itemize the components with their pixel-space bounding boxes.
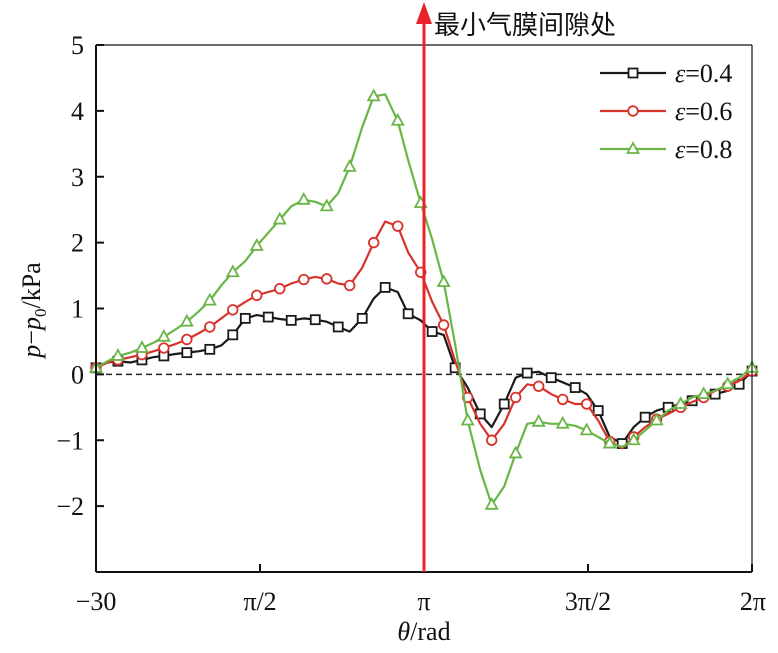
legend-item-2: ε=0.6 bbox=[600, 97, 732, 126]
legend-marker-2 bbox=[627, 105, 639, 117]
legend-label-1: ε=0.4 bbox=[675, 59, 732, 88]
data-point-3-8 bbox=[249, 238, 264, 251]
data-point-1-13 bbox=[356, 312, 368, 324]
legend-marker-3 bbox=[625, 141, 641, 154]
data-point-2-12 bbox=[344, 279, 356, 292]
y-tick-label-3: 3 bbox=[71, 163, 84, 192]
data-point-1-23 bbox=[592, 405, 604, 417]
data-point-1-9 bbox=[262, 311, 274, 323]
legend-label-2: ε=0.6 bbox=[675, 97, 732, 126]
data-point-1-16 bbox=[426, 326, 438, 337]
data-point-3-28 bbox=[720, 376, 735, 390]
data-point-3-25 bbox=[649, 412, 664, 426]
series-1 bbox=[90, 282, 758, 449]
data-point-1-21 bbox=[545, 372, 557, 384]
data-point-1-7 bbox=[227, 329, 239, 341]
data-point-1-22 bbox=[569, 382, 581, 393]
data-point-2-5 bbox=[181, 333, 193, 346]
data-point-3-20 bbox=[531, 413, 546, 427]
data-point-3-6 bbox=[202, 292, 217, 306]
y-tick-label-2: 4 bbox=[71, 97, 84, 126]
data-point-3-21 bbox=[555, 415, 570, 429]
min-gap-label: 最小气膜间隙处 bbox=[434, 11, 616, 41]
data-point-1-5 bbox=[181, 347, 193, 359]
data-point-3-16 bbox=[436, 274, 451, 288]
data-point-2-9 bbox=[274, 283, 286, 295]
data-point-3-17 bbox=[460, 412, 475, 426]
data-point-1-8 bbox=[239, 312, 251, 324]
min-gap-arrowhead bbox=[416, 2, 432, 24]
data-point-2-13 bbox=[368, 236, 380, 249]
data-point-3-11 bbox=[319, 198, 334, 212]
data-point-3-12 bbox=[342, 159, 357, 172]
data-point-3-23 bbox=[602, 435, 617, 449]
data-point-3-19 bbox=[508, 445, 523, 459]
y-tick-label-7: −1 bbox=[56, 426, 84, 455]
y-tick-label-6: 0 bbox=[71, 360, 84, 389]
data-point-3-26 bbox=[673, 396, 688, 409]
data-point-2-20 bbox=[532, 380, 545, 392]
data-point-3-24 bbox=[626, 432, 641, 446]
x-tick-label-2: π/2 bbox=[243, 587, 276, 616]
x-tick-label-1: −30 bbox=[76, 587, 117, 616]
data-point-2-19 bbox=[510, 391, 522, 404]
data-point-3-9 bbox=[272, 211, 287, 225]
data-point-1-19 bbox=[498, 398, 510, 410]
data-point-3-10 bbox=[296, 191, 311, 205]
data-point-3-18 bbox=[484, 496, 499, 510]
legend-label-3: ε=0.8 bbox=[675, 135, 732, 164]
data-point-2-6 bbox=[204, 321, 216, 333]
data-point-3-7 bbox=[225, 264, 240, 278]
y-tick-label-5: 1 bbox=[71, 295, 84, 324]
data-point-2-11 bbox=[321, 273, 333, 285]
data-point-3-27 bbox=[696, 386, 711, 400]
data-point-1-10 bbox=[285, 314, 297, 326]
x-tick-label-3: π bbox=[417, 587, 430, 616]
data-point-3-14 bbox=[390, 112, 405, 126]
data-point-1-12 bbox=[332, 321, 344, 333]
data-point-2-7 bbox=[227, 304, 239, 316]
data-point-3-2 bbox=[110, 348, 125, 361]
y-tick-label-1: 5 bbox=[71, 31, 84, 60]
data-point-1-11 bbox=[309, 314, 321, 326]
y-tick-label-4: 2 bbox=[71, 229, 84, 258]
data-point-1-14 bbox=[379, 282, 391, 293]
data-point-2-4 bbox=[158, 342, 170, 354]
data-point-1-15 bbox=[402, 308, 414, 320]
y-tick-label-8: −2 bbox=[56, 492, 84, 521]
x-tick-label-5: 2π bbox=[740, 587, 766, 616]
legend-item-1: ε=0.4 bbox=[600, 59, 732, 88]
data-point-3-5 bbox=[179, 313, 194, 327]
data-point-1-20 bbox=[521, 367, 533, 379]
x-axis-label: θ/rad bbox=[397, 617, 450, 646]
legend-item-3: ε=0.8 bbox=[600, 135, 732, 164]
data-point-2-8 bbox=[251, 289, 263, 302]
data-point-2-10 bbox=[298, 273, 310, 286]
data-point-3-3 bbox=[134, 340, 149, 353]
data-point-2-18 bbox=[485, 434, 498, 446]
data-point-2-21 bbox=[556, 393, 569, 406]
data-point-1-6 bbox=[204, 343, 216, 355]
data-point-2-14 bbox=[392, 220, 404, 232]
legend-marker-1 bbox=[627, 67, 639, 79]
data-point-3-22 bbox=[579, 422, 594, 436]
data-point-2-22 bbox=[581, 398, 593, 410]
x-tick-label-4: 3π/2 bbox=[565, 587, 611, 616]
y-axis-label: p−p0/kPa bbox=[17, 262, 50, 360]
data-point-1-25 bbox=[639, 411, 651, 423]
data-point-3-4 bbox=[156, 328, 171, 342]
data-point-2-16 bbox=[437, 319, 450, 331]
data-point-3-13 bbox=[366, 88, 381, 102]
